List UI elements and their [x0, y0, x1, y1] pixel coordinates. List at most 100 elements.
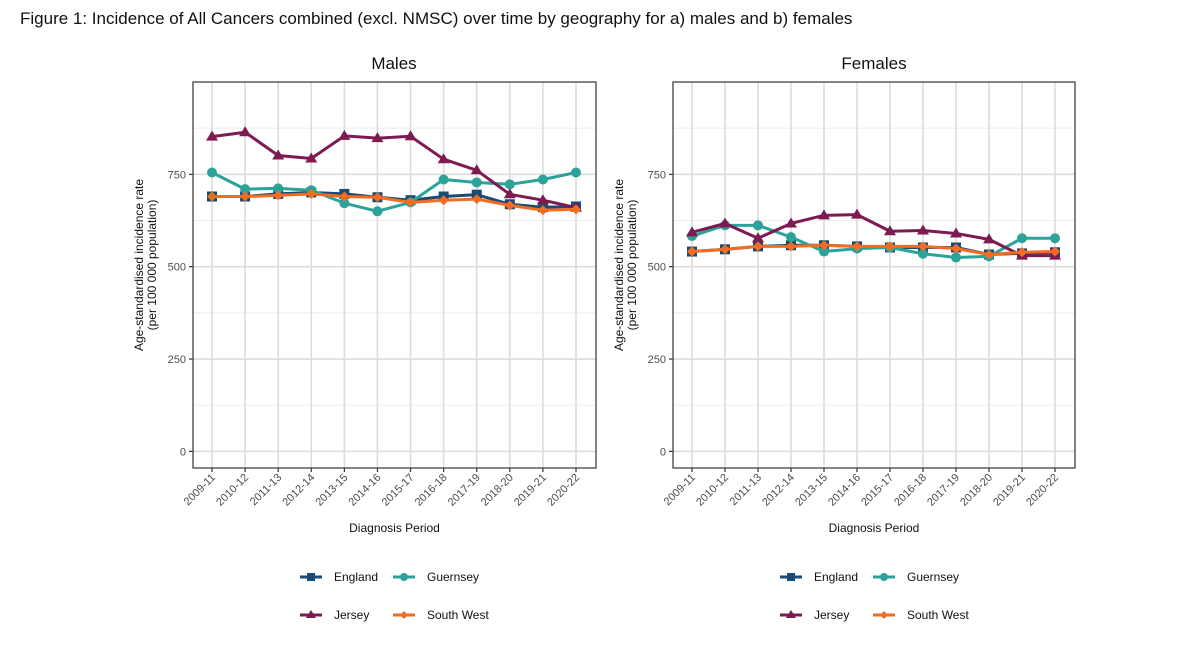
- x-axis: 2009-112010-122011-132012-142013-152014-…: [182, 468, 582, 535]
- series-group: [206, 126, 582, 217]
- point-guernsey-2020-22: [1050, 233, 1060, 244]
- point-jersey-2015-17: [404, 130, 417, 141]
- x-tick-label: 2010-12: [694, 472, 731, 509]
- point-guernsey-2019-21: [1017, 233, 1027, 244]
- x-tick-label: 2016-18: [413, 472, 450, 509]
- point-guernsey-2017-19: [471, 177, 482, 188]
- point-jersey-2012-14: [785, 217, 797, 228]
- point-south-west-2018-20: [984, 249, 994, 260]
- point-jersey-2017-19: [950, 227, 962, 238]
- x-tick-label: 2011-13: [248, 472, 284, 508]
- x-tick-label: 2014-16: [347, 472, 384, 509]
- plot-background: [673, 82, 1075, 468]
- point-south-west-2014-16: [372, 192, 383, 203]
- y-tick-label: 500: [648, 262, 666, 274]
- legend-label: Jersey: [814, 608, 849, 622]
- x-tick-label: 2012-14: [760, 472, 797, 509]
- legend-item-guernsey: Guernsey: [393, 570, 479, 584]
- panel-title-males: Males: [371, 54, 416, 73]
- y-axis-title-line1: Age-standardised incidence rate: [612, 179, 626, 351]
- x-tick-label: 2013-15: [313, 472, 350, 509]
- point-south-west-2016-18: [438, 195, 449, 206]
- point-jersey-2014-16: [371, 132, 384, 143]
- point-jersey-2012-14: [305, 152, 318, 163]
- legend-diamond-icon: [880, 611, 888, 619]
- point-jersey-2016-18: [437, 153, 450, 164]
- y-tick-label: 250: [168, 354, 186, 366]
- legend-label: South West: [907, 608, 969, 622]
- line-guernsey: [211, 171, 577, 213]
- y-axis-title-line2: (per 100 000 population): [625, 200, 639, 331]
- legend-label: Guernsey: [427, 570, 479, 584]
- y-axis: 0 250 500 750 Age-standardised incidence rat…: [612, 169, 673, 458]
- x-tick-label: 2020-22: [1024, 472, 1061, 509]
- chart-males: Males 0 250 500 750 Age-standardised incidenc…: [132, 54, 597, 622]
- y-axis-title-line1: Age-standardised incidence rate: [132, 179, 146, 351]
- legend-females: England Guernsey Jersey South West: [780, 570, 969, 622]
- point-jersey-2009-11: [206, 130, 218, 141]
- legend-triangle-icon: [786, 610, 796, 618]
- x-tick-label: 2017-19: [446, 472, 483, 509]
- x-axis-title: Diagnosis Period: [349, 521, 440, 535]
- point-guernsey-2010-12: [240, 184, 251, 195]
- legend-item-jersey: Jersey: [300, 608, 369, 622]
- x-tick-label: 2011-13: [728, 472, 764, 508]
- point-south-west-2020-22: [571, 204, 581, 215]
- legend-diamond-icon: [400, 611, 408, 619]
- x-tick-label: 2018-20: [958, 472, 995, 509]
- legend-square-icon: [787, 573, 795, 581]
- point-south-west-2010-12: [240, 191, 251, 202]
- line-south-west: [212, 192, 577, 212]
- x-tick-label: 2015-17: [859, 472, 896, 509]
- y-axis-title: Age-standardised incidence rate(per 100 …: [612, 179, 639, 351]
- legend-item-south-west: South West: [873, 608, 969, 622]
- legend-triangle-icon: [306, 610, 316, 618]
- point-jersey-2018-20: [983, 233, 995, 244]
- point-jersey-2010-12: [719, 217, 731, 228]
- legend-label: England: [334, 570, 378, 584]
- point-jersey-2014-16: [851, 208, 863, 219]
- y-tick-label: 250: [648, 354, 666, 366]
- x-tick-label: 2014-16: [826, 472, 863, 509]
- x-tick-label: 2009-11: [182, 472, 218, 508]
- legend-label: South West: [427, 608, 489, 622]
- point-south-west-2020-22: [1050, 246, 1060, 257]
- x-tick-label: 2015-17: [380, 472, 417, 509]
- point-guernsey-2012-14: [786, 232, 796, 243]
- panel-title-females: Females: [841, 54, 906, 73]
- series-jersey: [206, 126, 582, 212]
- point-south-west-2018-20: [504, 200, 515, 211]
- line-jersey: [691, 213, 1055, 258]
- point-jersey-2013-15: [338, 129, 351, 140]
- point-jersey-2019-21: [536, 194, 549, 205]
- point-south-west-2017-19: [471, 194, 482, 205]
- y-tick-label: 750: [648, 169, 666, 181]
- legend-item-england: England: [780, 570, 858, 584]
- y-tick-label: 0: [660, 446, 666, 458]
- x-tick-label: 2018-20: [479, 472, 516, 509]
- point-guernsey-2019-21: [537, 174, 548, 185]
- legend-males: England Guernsey Jersey South West: [300, 570, 489, 622]
- y-tick-label: 750: [168, 169, 186, 181]
- point-south-west-2011-13: [753, 241, 763, 252]
- legend-item-jersey: Jersey: [780, 608, 849, 622]
- x-axis: 2009-112010-122011-132012-142013-152014-…: [662, 468, 1061, 535]
- point-south-west-2011-13: [273, 190, 284, 201]
- point-guernsey-2011-13: [273, 183, 284, 194]
- point-south-west-2019-21: [537, 205, 548, 216]
- point-south-west-2009-11: [687, 246, 697, 257]
- point-south-west-2009-11: [207, 191, 217, 202]
- point-guernsey-2016-18: [438, 174, 449, 185]
- line-jersey: [211, 130, 577, 210]
- point-south-west-2012-14: [306, 188, 317, 199]
- legend-label: Guernsey: [907, 570, 959, 584]
- point-jersey-2009-11: [686, 226, 698, 237]
- y-axis: 0 250 500 750 Age-standardised incidence rat…: [132, 169, 193, 458]
- point-south-west-2019-21: [1017, 247, 1027, 258]
- x-tick-label: 2010-12: [214, 472, 251, 509]
- point-guernsey-2020-22: [571, 167, 581, 178]
- x-tick-label: 2009-11: [662, 472, 698, 508]
- y-tick-label: 0: [180, 446, 186, 458]
- point-guernsey-2013-15: [819, 246, 829, 257]
- x-tick-label: 2019-21: [512, 472, 549, 509]
